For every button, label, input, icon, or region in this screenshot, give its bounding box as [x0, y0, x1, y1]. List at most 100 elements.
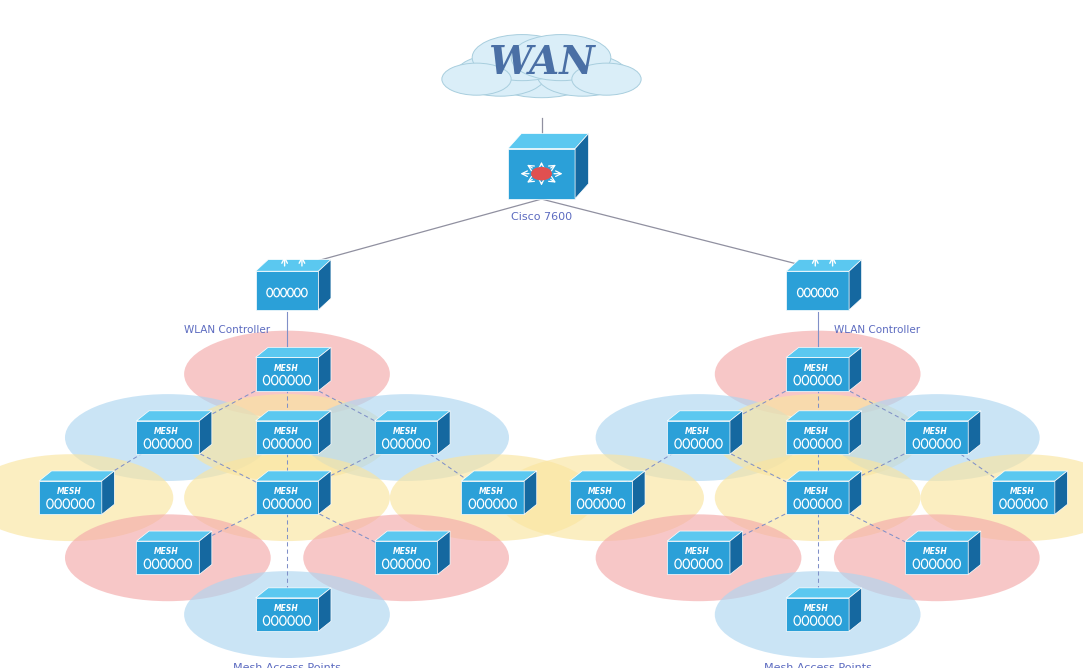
- Polygon shape: [256, 471, 331, 481]
- Text: MESH: MESH: [923, 427, 948, 436]
- Polygon shape: [730, 531, 743, 574]
- Polygon shape: [849, 260, 862, 310]
- Text: MESH: MESH: [479, 487, 504, 496]
- Ellipse shape: [303, 394, 509, 481]
- Polygon shape: [375, 531, 451, 541]
- Text: MESH: MESH: [1009, 487, 1034, 496]
- Polygon shape: [905, 421, 968, 454]
- Polygon shape: [849, 588, 862, 631]
- Ellipse shape: [482, 43, 601, 98]
- Polygon shape: [905, 531, 981, 541]
- Ellipse shape: [596, 394, 801, 481]
- Text: MESH: MESH: [273, 604, 298, 613]
- Polygon shape: [570, 481, 632, 514]
- Text: MESH: MESH: [684, 427, 709, 436]
- Polygon shape: [968, 531, 981, 574]
- Polygon shape: [199, 411, 212, 454]
- Text: MESH: MESH: [154, 427, 179, 436]
- Polygon shape: [438, 411, 451, 454]
- Text: MESH: MESH: [804, 487, 828, 496]
- Text: MESH: MESH: [587, 487, 612, 496]
- Ellipse shape: [184, 394, 390, 481]
- Ellipse shape: [537, 54, 628, 96]
- Polygon shape: [508, 134, 588, 148]
- Polygon shape: [786, 421, 849, 454]
- Ellipse shape: [921, 454, 1083, 541]
- Polygon shape: [136, 421, 199, 454]
- Text: MESH: MESH: [154, 547, 179, 556]
- Polygon shape: [570, 471, 645, 481]
- Polygon shape: [667, 541, 730, 574]
- Polygon shape: [256, 260, 331, 271]
- Polygon shape: [461, 471, 537, 481]
- Polygon shape: [508, 148, 575, 199]
- Polygon shape: [256, 411, 331, 421]
- Polygon shape: [786, 271, 849, 310]
- Polygon shape: [256, 598, 318, 631]
- Polygon shape: [968, 411, 981, 454]
- Ellipse shape: [184, 571, 390, 658]
- Polygon shape: [730, 411, 743, 454]
- Ellipse shape: [184, 454, 390, 541]
- Text: MESH: MESH: [923, 547, 948, 556]
- Ellipse shape: [511, 35, 611, 81]
- Polygon shape: [632, 471, 645, 514]
- Ellipse shape: [184, 331, 390, 418]
- Text: Cisco 7600: Cisco 7600: [511, 212, 572, 222]
- Text: MESH: MESH: [273, 363, 298, 373]
- Polygon shape: [786, 588, 862, 598]
- Polygon shape: [102, 471, 115, 514]
- Text: MESH: MESH: [273, 487, 298, 496]
- Polygon shape: [786, 260, 862, 271]
- Polygon shape: [849, 411, 862, 454]
- Polygon shape: [256, 357, 318, 391]
- Polygon shape: [786, 598, 849, 631]
- Ellipse shape: [472, 35, 572, 81]
- Polygon shape: [786, 347, 862, 357]
- Polygon shape: [438, 531, 451, 574]
- Polygon shape: [992, 481, 1055, 514]
- Polygon shape: [136, 541, 199, 574]
- Ellipse shape: [65, 394, 271, 481]
- Polygon shape: [375, 541, 438, 574]
- Polygon shape: [39, 481, 102, 514]
- Ellipse shape: [498, 454, 704, 541]
- Text: MESH: MESH: [684, 547, 709, 556]
- Polygon shape: [461, 481, 524, 514]
- Ellipse shape: [572, 63, 641, 96]
- Polygon shape: [256, 421, 318, 454]
- Polygon shape: [318, 411, 331, 454]
- Polygon shape: [849, 471, 862, 514]
- Polygon shape: [1055, 471, 1068, 514]
- Ellipse shape: [834, 394, 1040, 481]
- Ellipse shape: [390, 454, 596, 541]
- Polygon shape: [575, 134, 588, 199]
- Text: MESH: MESH: [392, 427, 417, 436]
- Polygon shape: [199, 531, 212, 574]
- Polygon shape: [786, 471, 862, 481]
- Ellipse shape: [442, 63, 511, 96]
- Polygon shape: [136, 531, 212, 541]
- Polygon shape: [256, 481, 318, 514]
- Text: WLAN Controller: WLAN Controller: [184, 325, 271, 335]
- Polygon shape: [256, 347, 331, 357]
- Polygon shape: [524, 471, 537, 514]
- Polygon shape: [905, 541, 968, 574]
- Polygon shape: [256, 588, 331, 598]
- Text: Mesh Access Points: Mesh Access Points: [764, 663, 872, 668]
- Polygon shape: [318, 347, 331, 391]
- Polygon shape: [256, 271, 318, 310]
- Text: MESH: MESH: [804, 604, 828, 613]
- Polygon shape: [39, 471, 115, 481]
- Polygon shape: [667, 531, 743, 541]
- Text: WAN: WAN: [488, 45, 595, 82]
- Polygon shape: [667, 411, 743, 421]
- Ellipse shape: [303, 514, 509, 601]
- Ellipse shape: [715, 454, 921, 541]
- Ellipse shape: [455, 54, 546, 96]
- Polygon shape: [786, 481, 849, 514]
- Ellipse shape: [596, 514, 801, 601]
- Text: MESH: MESH: [804, 363, 828, 373]
- Ellipse shape: [834, 514, 1040, 601]
- Polygon shape: [375, 421, 438, 454]
